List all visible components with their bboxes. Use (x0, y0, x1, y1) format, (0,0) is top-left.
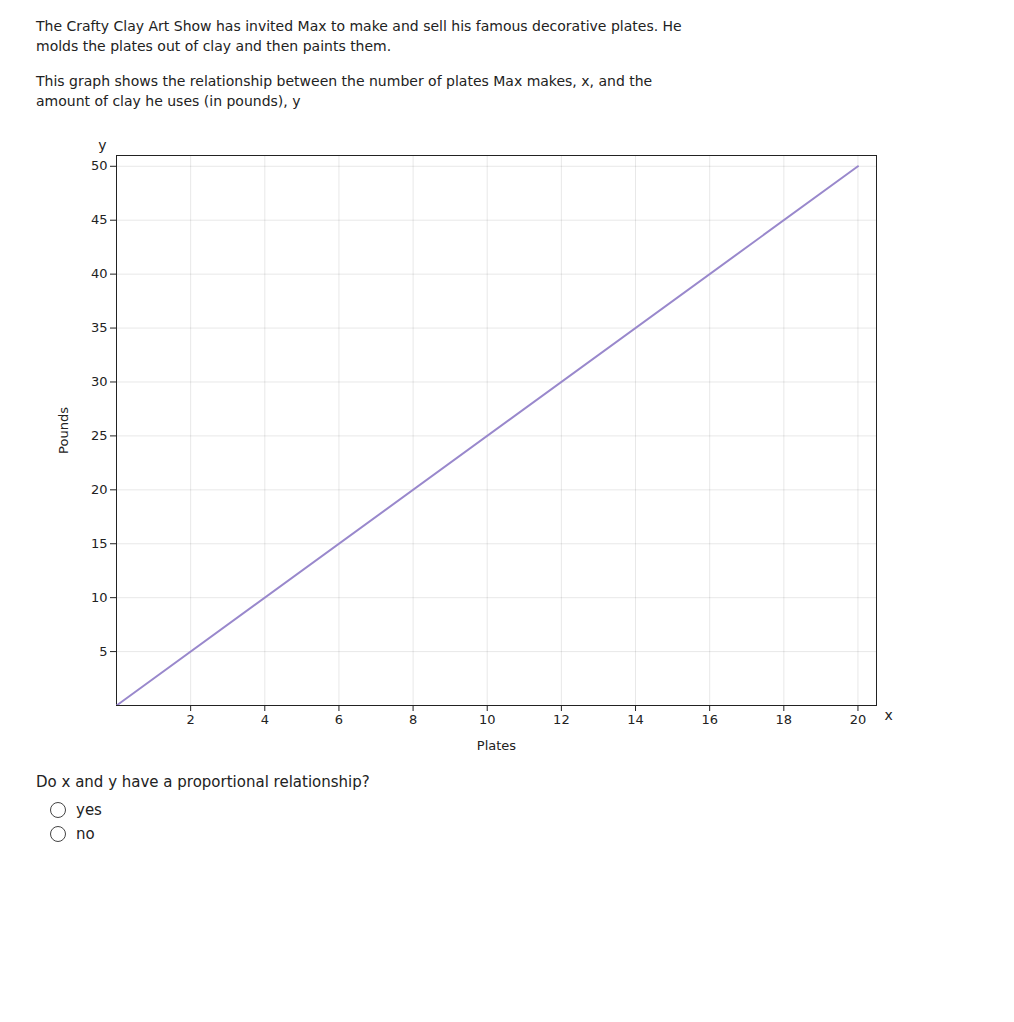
svg-text:40: 40 (91, 266, 108, 281)
svg-text:35: 35 (91, 320, 108, 335)
svg-text:50: 50 (91, 159, 108, 174)
html-text:molds the plates out of clay a: molds the plates out of clay and then pa… (36, 38, 392, 55)
svg-text:20: 20 (850, 712, 867, 727)
html-text:Do x and y have a proportional: Do x and y have a proportional relations… (36, 773, 370, 792)
svg-text:5: 5 (99, 644, 107, 659)
html-text:amount of clay he uses (in pou: amount of clay he uses (in pounds), y (36, 92, 301, 109)
html-text:no: no (76, 825, 95, 844)
svg-text:6: 6 (335, 712, 343, 727)
svg-text:16: 16 (701, 712, 718, 727)
svg-text:10: 10 (91, 590, 108, 605)
svg-text:14: 14 (627, 712, 644, 727)
svg-text:18: 18 (776, 712, 793, 727)
svg-text:30: 30 (91, 374, 108, 389)
svg-text:25: 25 (91, 428, 108, 443)
svg-text:8: 8 (409, 712, 417, 727)
svg-text:45: 45 (91, 213, 108, 228)
svg-text:12: 12 (553, 712, 570, 727)
html-text:The Crafty Clay Art Show has i: The Crafty Clay Art Show has invited Max… (36, 18, 682, 34)
svg-text:10: 10 (479, 712, 496, 727)
svg-text:15: 15 (91, 536, 108, 551)
html-text:yes: yes (76, 801, 102, 820)
svg-text:2: 2 (187, 712, 195, 727)
svg-text:20: 20 (91, 482, 108, 497)
svg-text:x: x (885, 707, 893, 723)
svg-text:4: 4 (261, 712, 269, 727)
html-text:This graph shows the relations: This graph shows the relationship betwee… (36, 72, 653, 89)
svg-text:Plates: Plates (477, 738, 517, 753)
svg-text:Pounds: Pounds (56, 407, 71, 454)
svg-text:y: y (98, 137, 106, 153)
